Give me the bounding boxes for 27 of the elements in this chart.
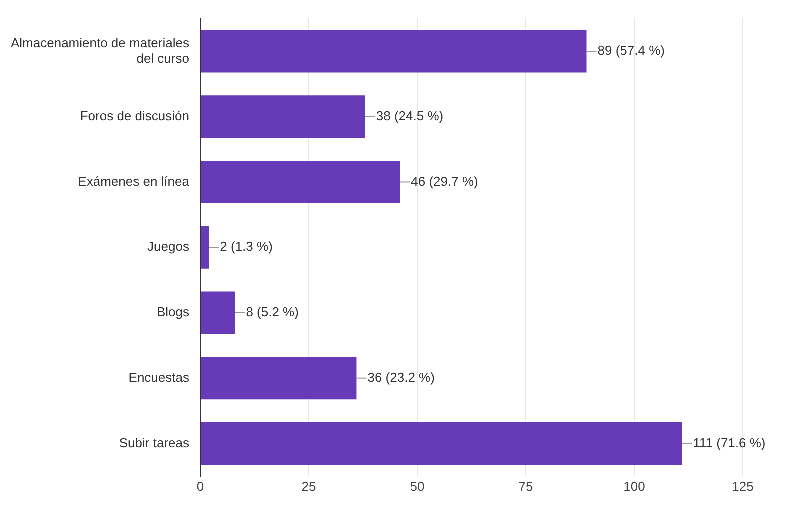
x-tick-label: 100 <box>624 478 646 494</box>
data-label: 89 (57.4 %) <box>598 43 665 58</box>
y-tick-label: Juegos <box>148 239 190 254</box>
y-tick-label: Blogs <box>156 304 190 320</box>
data-label: 111 (71.6 %) <box>693 435 766 450</box>
bar <box>200 292 236 334</box>
bar <box>200 357 357 400</box>
y-tick-label: Exámenes en línea <box>78 174 190 189</box>
x-tick-label: 75 <box>518 478 534 494</box>
data-label: 46 (29.7 %) <box>411 174 478 189</box>
y-tick-label: Almacenamiento de materiales del curso <box>10 35 190 66</box>
x-tick-label: 0 <box>196 478 204 494</box>
y-tick-label: Encuestas <box>128 370 190 385</box>
x-tick-label: 50 <box>410 478 425 494</box>
bar <box>200 96 366 138</box>
y-tick-label: Foros de discusión <box>80 108 190 124</box>
x-tick-label: 25 <box>302 478 316 494</box>
data-label: 38 (24.5 %) <box>376 108 444 124</box>
bar <box>200 160 400 204</box>
data-label: 2 (1.3 %) <box>220 239 273 254</box>
x-tick-label: 125 <box>732 478 754 494</box>
data-label: 36 (23.2 %) <box>368 370 435 385</box>
bar <box>200 226 210 269</box>
bar <box>200 422 682 465</box>
data-label: 8 (5.2 %) <box>246 304 299 320</box>
bar <box>200 30 587 73</box>
y-tick-label: Subir tareas <box>119 435 190 450</box>
